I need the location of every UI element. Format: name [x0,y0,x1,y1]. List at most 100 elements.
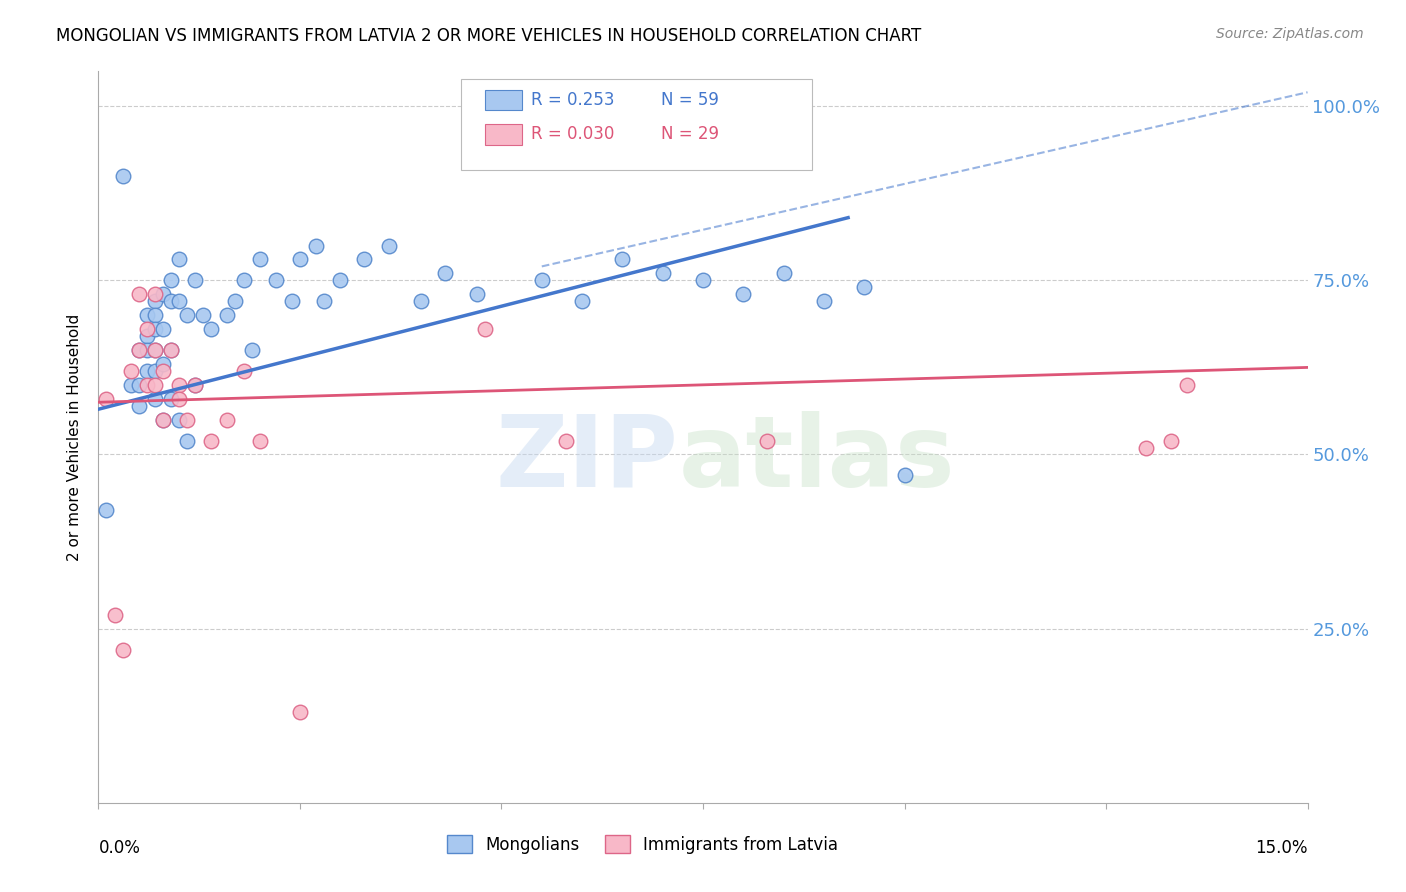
Point [184,377,207,392]
Point [135,308,157,322]
Point [193,308,215,322]
Text: Source: ZipAtlas.com: Source: ZipAtlas.com [1216,27,1364,41]
Point [853,280,876,294]
Point [120,364,142,378]
Point [167,252,190,267]
Point [772,266,794,280]
Point [143,392,166,406]
Point [135,329,157,343]
Point [651,266,673,280]
Point [111,642,134,657]
Point [135,377,157,392]
Point [224,294,246,309]
Point [184,377,207,392]
Point [135,364,157,378]
Point [474,322,496,336]
Point [143,322,166,336]
Point [143,343,166,357]
Point [377,238,399,252]
Point [152,322,174,336]
Point [167,392,190,406]
Point [167,412,190,426]
Point [249,434,271,448]
Point [128,399,150,413]
Point [217,412,239,426]
Point [288,705,311,719]
Point [143,364,166,378]
FancyBboxPatch shape [485,90,522,110]
Point [240,343,263,357]
Point [143,343,166,357]
Point [813,294,835,309]
Point [555,434,578,448]
Point [120,377,142,392]
Point [281,294,304,309]
Point [612,252,634,267]
Point [465,287,488,301]
Point [329,273,352,287]
Point [152,287,174,301]
Point [184,273,207,287]
Point [200,322,222,336]
Point [128,287,150,301]
Text: 0.0%: 0.0% [98,839,141,857]
Point [167,294,190,309]
Point [893,468,915,483]
Y-axis label: 2 or more Vehicles in Household: 2 or more Vehicles in Household [67,313,83,561]
Point [160,392,183,406]
Text: MONGOLIAN VS IMMIGRANTS FROM LATVIA 2 OR MORE VEHICLES IN HOUSEHOLD CORRELATION : MONGOLIAN VS IMMIGRANTS FROM LATVIA 2 OR… [56,27,921,45]
Point [314,294,336,309]
Point [264,273,287,287]
Text: ZIP: ZIP [496,410,679,508]
Text: N = 59: N = 59 [661,91,718,109]
Point [160,343,183,357]
Point [128,343,150,357]
Point [692,273,714,287]
Point [305,238,328,252]
Point [160,273,183,287]
Point [152,357,174,371]
Point [217,308,239,322]
Point [152,412,174,426]
Point [128,343,150,357]
Point [143,308,166,322]
Point [103,607,125,622]
Point [135,322,157,336]
Point [96,392,118,406]
Point [176,434,198,448]
Text: 15.0%: 15.0% [1256,839,1308,857]
Point [733,287,755,301]
Point [530,273,553,287]
Point [143,377,166,392]
Point [167,377,190,392]
FancyBboxPatch shape [485,124,522,145]
Text: N = 29: N = 29 [661,125,718,144]
Point [128,377,150,392]
Point [143,294,166,309]
Point [111,169,134,183]
Text: atlas: atlas [679,410,956,508]
Point [135,343,157,357]
Point [160,343,183,357]
Text: R = 0.253: R = 0.253 [531,91,614,109]
Point [288,252,311,267]
Legend: Mongolians, Immigrants from Latvia: Mongolians, Immigrants from Latvia [440,829,845,860]
Point [152,412,174,426]
Point [249,252,271,267]
Point [143,287,166,301]
Point [232,273,254,287]
Point [756,434,779,448]
Point [176,412,198,426]
Point [232,364,254,378]
Point [176,308,198,322]
Point [1135,441,1157,455]
Point [409,294,432,309]
Point [96,503,118,517]
Point [152,364,174,378]
Point [200,434,222,448]
Point [1160,434,1182,448]
Text: R = 0.030: R = 0.030 [531,125,614,144]
Point [160,294,183,309]
Point [434,266,457,280]
FancyBboxPatch shape [461,78,811,170]
